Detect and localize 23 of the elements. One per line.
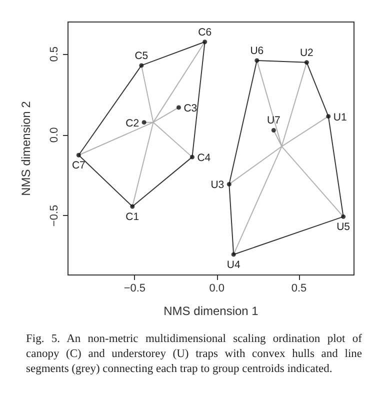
caption: Fig. 5. An non-metric multidimensional scaling ordination plot of canopy (C) and understorey (U) traps with convex hulls and line segments (grey) connecting each trap to group centroids indicated. [26, 332, 362, 377]
annotation: U5 [336, 221, 350, 234]
x-axis-title: NMS dimension 1 [164, 304, 259, 318]
annotation: U3 [210, 179, 224, 192]
annotation: C1 [126, 211, 140, 223]
annotation: C2 [126, 117, 140, 130]
annotation: U2 [300, 46, 314, 59]
annotation: C6 [198, 26, 212, 38]
annotation: C3 [184, 102, 198, 114]
annotation: U4 [226, 258, 240, 271]
y-tick-label: −0.5 [48, 204, 60, 227]
y-tick-label: 0.5 [48, 46, 60, 62]
y-axis-title: NMS dimension 2 [19, 100, 33, 196]
y-tick-label: 0.0 [48, 127, 60, 143]
annotation: U1 [333, 111, 347, 124]
annotation: C5 [134, 50, 148, 62]
annotation: C4 [197, 152, 211, 164]
annotation: C7 [72, 160, 86, 172]
x-tick-label: 0.0 [209, 282, 224, 294]
annotation: U6 [250, 44, 264, 57]
x-tick-label: −0.5 [124, 282, 146, 294]
x-tick-label: 0.5 [291, 282, 307, 294]
annotation: U7 [266, 114, 281, 127]
